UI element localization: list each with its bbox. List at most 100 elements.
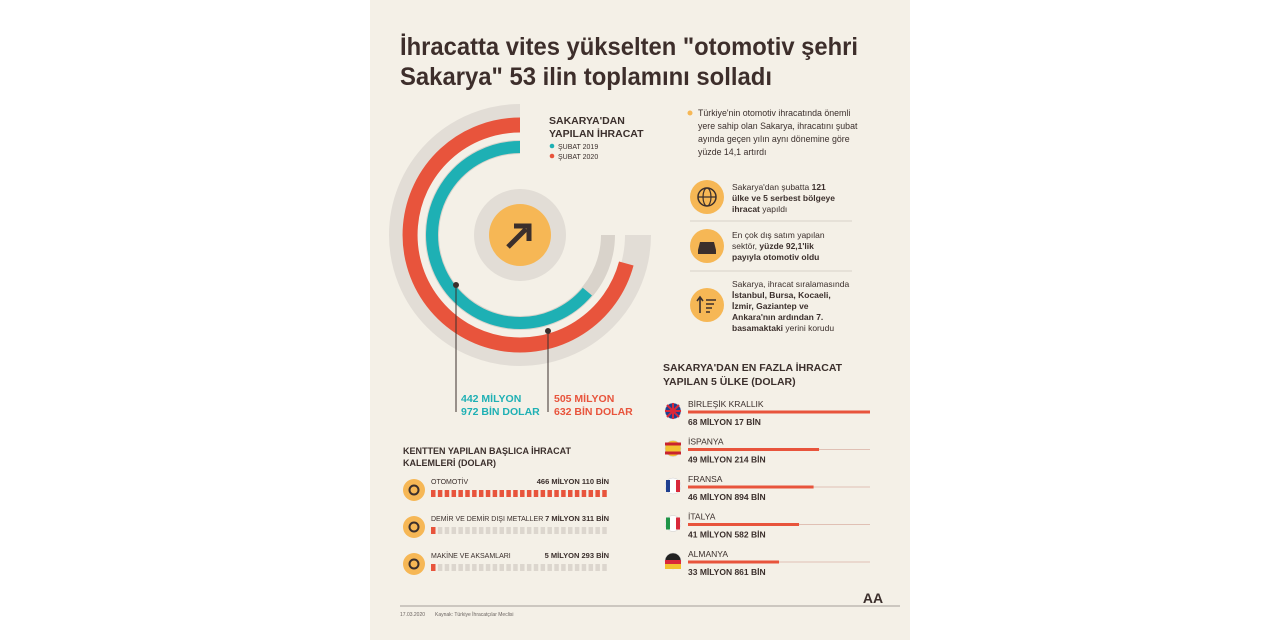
dot-cell bbox=[437, 527, 443, 534]
dot-cell bbox=[478, 490, 484, 497]
item-icon-glyph bbox=[408, 484, 420, 496]
text-line: Ankara'nın ardından 7. bbox=[732, 312, 823, 322]
text-line: yere sahip olan Sakarya, ihracatını şuba… bbox=[698, 121, 858, 131]
section-title: SAKARYA'DAN EN FAZLA İHRACAT bbox=[663, 361, 843, 374]
dot-cell bbox=[533, 490, 539, 497]
section-title: YAPILAN 5 ÜLKE (DOLAR) bbox=[663, 375, 796, 388]
legend-dot bbox=[549, 143, 555, 149]
flag-cross bbox=[665, 403, 681, 419]
text-segment: basamaktaki bbox=[732, 323, 783, 333]
text-segment: yapıldı bbox=[760, 204, 787, 214]
dot-cell bbox=[431, 527, 436, 534]
flag-band bbox=[665, 564, 681, 569]
dot-cell bbox=[547, 527, 552, 534]
item-name: DEMİR VE DEMİR DIŞI METALLER bbox=[431, 514, 543, 523]
dot-cell bbox=[431, 564, 436, 571]
dot-cell bbox=[540, 490, 546, 497]
item-icon bbox=[403, 553, 425, 575]
dot-cell bbox=[588, 490, 594, 497]
dot-cell bbox=[526, 490, 532, 497]
country-value: 33 MİLYON 861 BİN bbox=[688, 567, 766, 577]
arrow bbox=[506, 223, 532, 249]
dot-cell bbox=[526, 527, 532, 534]
arc-2020 bbox=[402, 117, 634, 353]
text-line: İzmir, Gaziantep ve bbox=[732, 301, 809, 311]
text-line: Türkiye'nin otomotiv ihracatında önemli bbox=[698, 108, 850, 118]
dot-cell bbox=[602, 527, 607, 534]
text-line: basamaktaki yerini korudu bbox=[732, 323, 834, 333]
text-segment: Sakarya, ihracat sıralamasında bbox=[732, 279, 849, 289]
dot-cell bbox=[458, 564, 463, 571]
flag-band bbox=[665, 451, 681, 455]
dot-cell bbox=[554, 490, 559, 497]
dot-cell bbox=[588, 527, 594, 534]
value-2020: 632 BİN DOLAR bbox=[554, 405, 633, 418]
section-title: KENTTEN YAPILAN BAŞLICA İHRACAT bbox=[403, 446, 572, 456]
dot-cell bbox=[465, 564, 470, 571]
dot-cell bbox=[588, 564, 594, 571]
item-value: 466 MİLYON 110 BİN bbox=[537, 477, 609, 486]
dot-cell bbox=[547, 490, 552, 497]
dot-cell bbox=[478, 564, 484, 571]
dot-cell bbox=[540, 564, 546, 571]
dot-cell bbox=[561, 527, 566, 534]
dot-cell bbox=[533, 527, 539, 534]
country-name: BİRLEŞİK KRALLIK bbox=[688, 399, 764, 409]
arc-2019 bbox=[426, 141, 592, 329]
value-2019: 972 BİN DOLAR bbox=[461, 405, 540, 418]
text-segment: yerini korudu bbox=[783, 323, 834, 333]
dot-cell bbox=[581, 527, 587, 534]
item-value: 5 MİLYON 293 BİN bbox=[545, 551, 609, 560]
value-2019: 442 MİLYON bbox=[461, 392, 521, 405]
flag-band bbox=[665, 442, 681, 446]
text-segment: ihracat bbox=[732, 204, 760, 214]
dot-cell bbox=[465, 527, 470, 534]
item-value: 7 MİLYON 311 BİN bbox=[545, 514, 609, 523]
dot-cell bbox=[499, 490, 504, 497]
text-line: İstanbul, Bursa, Kocaeli, bbox=[732, 290, 831, 300]
dot-cell bbox=[595, 527, 600, 534]
country-value: 68 MİLYON 17 BİN bbox=[688, 417, 761, 427]
dot-cell bbox=[499, 564, 504, 571]
dot-cell bbox=[554, 564, 559, 571]
dot-cell bbox=[499, 527, 504, 534]
text-segment: sektör, bbox=[732, 241, 759, 251]
item-icon bbox=[403, 479, 425, 501]
dot-cell bbox=[451, 490, 457, 497]
dot-cell bbox=[581, 564, 587, 571]
dot-cell bbox=[437, 564, 443, 571]
dot-cell bbox=[451, 564, 457, 571]
dot-cell bbox=[520, 527, 525, 534]
dot-cell bbox=[485, 490, 491, 497]
dot-cell bbox=[526, 564, 532, 571]
dot-cell bbox=[506, 564, 511, 571]
text-line: ayında geçen yılın aynı dönemine göre bbox=[698, 134, 850, 144]
title-line: Sakarya" 53 ilin toplamını solladı bbox=[400, 63, 772, 91]
country-value: 49 MİLYON 214 BİN bbox=[688, 455, 766, 465]
item-icon-glyph bbox=[408, 521, 420, 533]
dot-cell bbox=[540, 527, 546, 534]
item-icon-glyph bbox=[408, 558, 420, 570]
bullet bbox=[687, 110, 693, 116]
dot-cell bbox=[506, 490, 511, 497]
dot-cell bbox=[492, 490, 498, 497]
dot-cell bbox=[444, 527, 450, 534]
dot-cell bbox=[602, 564, 607, 571]
dot-cell bbox=[568, 527, 573, 534]
dot-cell bbox=[568, 490, 573, 497]
source: Kaynak: Türkiye İhracatçılar Meclisi bbox=[435, 611, 514, 618]
dot-cell bbox=[451, 527, 457, 534]
dot-cell bbox=[547, 564, 552, 571]
track bbox=[389, 104, 651, 366]
legend-dot bbox=[549, 153, 555, 159]
text-segment: İstanbul, Bursa, Kocaeli, bbox=[732, 290, 831, 300]
item-name: MAKİNE VE AKSAMLARI bbox=[431, 551, 511, 560]
section-title: KALEMLERİ (DOLAR) bbox=[403, 458, 496, 468]
text-line: sektör, yüzde 92,1'lik bbox=[732, 241, 814, 251]
dot-cell bbox=[472, 527, 477, 534]
text-segment: yüzde 14,1 artırdı bbox=[698, 147, 766, 157]
item-name: OTOMOTİV bbox=[431, 477, 469, 486]
dot-cell bbox=[513, 527, 518, 534]
dot-cell bbox=[574, 490, 580, 497]
